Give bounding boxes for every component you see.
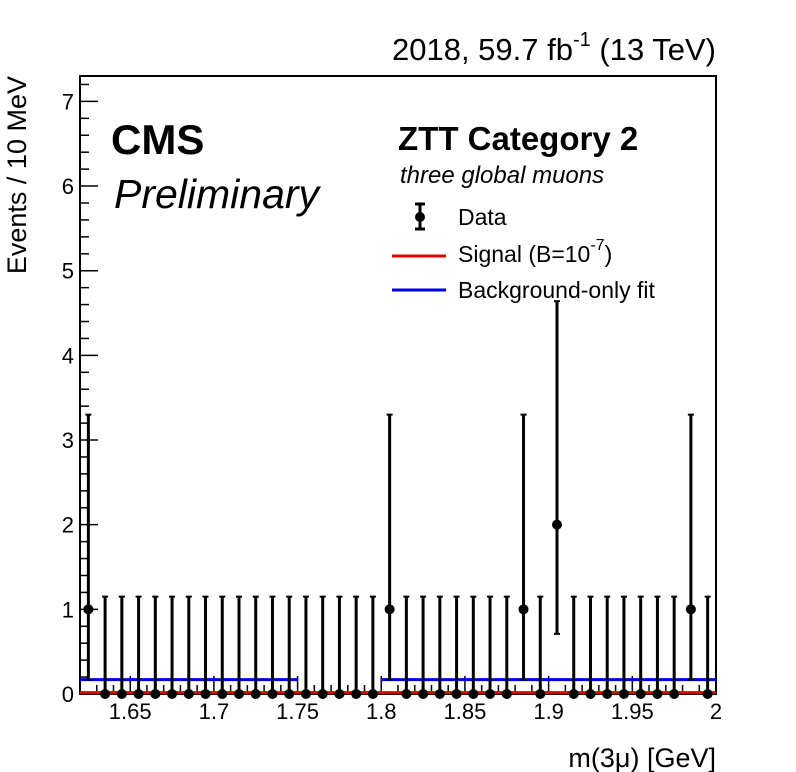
plot-frame xyxy=(79,75,717,695)
x-tick-label: 1.95 xyxy=(611,699,654,724)
y-axis-title: Events / 10 MeV xyxy=(2,76,32,274)
legend-signal-label: Signal (B=10-7) xyxy=(458,237,612,267)
lumi-label: 2018, 59.7 fb-1 (13 TeV) xyxy=(392,29,716,67)
data-point xyxy=(602,595,613,699)
data-point xyxy=(669,595,680,699)
data-point xyxy=(501,595,512,699)
data-point xyxy=(552,300,562,635)
data-point xyxy=(234,595,244,699)
x-tick-label: 1.65 xyxy=(109,699,152,724)
data-point xyxy=(367,595,378,699)
lumi-prefix: 2018, 59.7 fb xyxy=(392,32,573,67)
data-point xyxy=(167,595,178,699)
x-tick-label: 1.7 xyxy=(199,699,230,724)
y-tick-label: 5 xyxy=(62,259,74,284)
cms-label: CMS xyxy=(111,116,204,163)
data-point xyxy=(451,595,462,699)
preliminary-label: Preliminary xyxy=(114,171,322,217)
data-point xyxy=(618,595,629,699)
data-point xyxy=(418,595,429,699)
legend-data-marker xyxy=(415,202,425,231)
data-point xyxy=(317,595,328,699)
data-point xyxy=(652,595,663,699)
data-point xyxy=(635,595,646,699)
data-point xyxy=(217,595,228,699)
lumi-sup: -1 xyxy=(573,29,591,51)
x-tick-label: 1.8 xyxy=(366,699,397,724)
data-point xyxy=(485,595,496,699)
data-point xyxy=(351,595,362,699)
data-point xyxy=(133,595,144,699)
y-axis-tick-labels: 0 1 2 3 4 5 6 7 xyxy=(62,89,74,707)
data-point xyxy=(284,595,295,699)
data-point xyxy=(685,413,696,681)
lumi-suffix: (13 TeV) xyxy=(591,32,716,67)
data-point xyxy=(518,413,529,681)
legend-data-label: Data xyxy=(458,204,507,230)
x-tick-label: 1.9 xyxy=(533,699,564,724)
legend-background-label: Background-only fit xyxy=(458,277,655,303)
data-point xyxy=(200,595,211,699)
data-point xyxy=(150,595,161,699)
data-point xyxy=(468,595,479,699)
data-point xyxy=(334,595,345,699)
data-point xyxy=(535,595,546,699)
data-point xyxy=(434,595,445,699)
data-point xyxy=(183,595,194,699)
y-tick-label: 1 xyxy=(62,597,74,622)
data-point xyxy=(568,595,579,699)
data-point xyxy=(300,595,311,699)
x-axis-title: m(3μ) [GeV] xyxy=(568,743,716,772)
x-tick-label: 1.75 xyxy=(276,699,319,724)
legend-signal-prefix: Signal (B=10 xyxy=(458,241,590,267)
y-tick-label: 2 xyxy=(62,513,74,538)
data-point xyxy=(116,595,127,699)
legend-signal-suffix: ) xyxy=(605,241,613,267)
x-tick-label: 1.85 xyxy=(444,699,487,724)
y-tick-label: 0 xyxy=(62,682,74,707)
data-point xyxy=(100,595,111,699)
data-point xyxy=(702,595,713,699)
y-tick-label: 6 xyxy=(62,174,74,199)
y-tick-label: 7 xyxy=(62,89,74,114)
category-label: ZTT Category 2 xyxy=(398,120,638,157)
legend: Data Signal (B=10-7) Background-only fit xyxy=(392,202,655,303)
data-point xyxy=(401,595,412,699)
legend-signal-sup: -7 xyxy=(590,237,604,254)
y-tick-label: 4 xyxy=(62,343,74,368)
x-axis-tick-labels: 1.65 1.7 1.75 1.8 1.85 1.9 1.95 2 xyxy=(109,699,722,724)
data-point xyxy=(267,595,278,699)
data-points-layer xyxy=(83,300,713,699)
y-tick-label: 3 xyxy=(62,428,74,453)
data-point xyxy=(83,413,94,681)
data-point xyxy=(384,413,395,681)
subcategory-label: three global muons xyxy=(400,162,604,189)
data-point xyxy=(250,595,261,699)
x-tick-label: 2 xyxy=(710,699,722,724)
data-point xyxy=(585,595,596,699)
